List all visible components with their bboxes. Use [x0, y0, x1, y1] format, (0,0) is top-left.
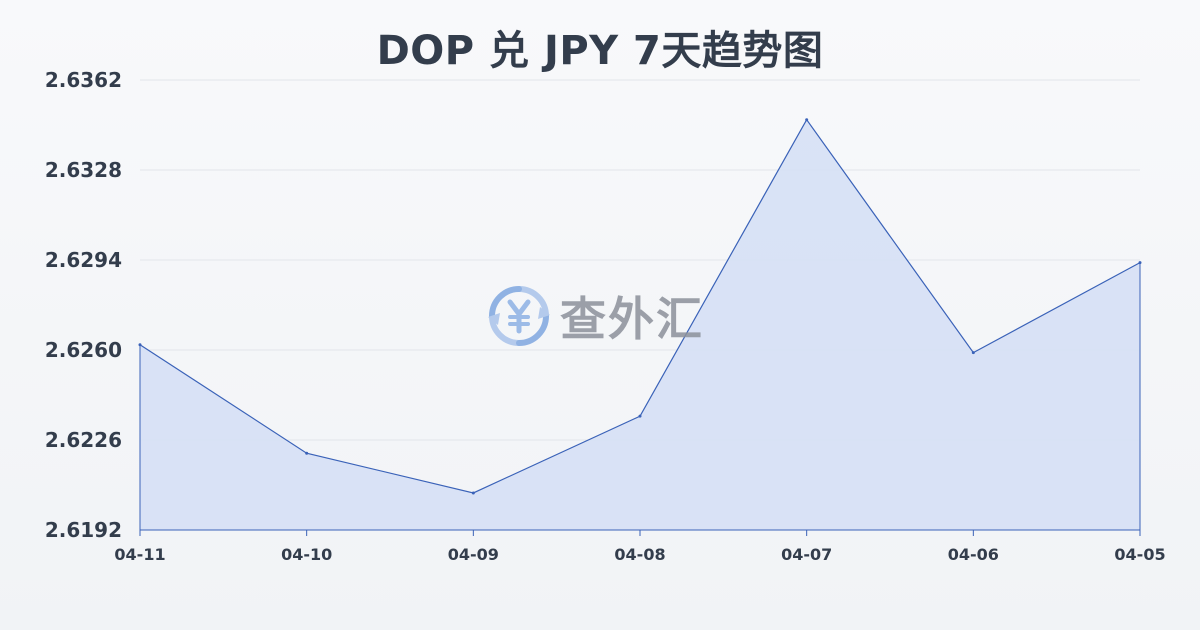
data-point	[805, 118, 809, 122]
data-point	[138, 343, 142, 347]
x-tick-label: 04-10	[281, 545, 332, 564]
data-point	[1138, 261, 1142, 265]
watermark: 查外汇	[488, 284, 704, 348]
x-axis-ticks: 04-11 04-10 04-09 04-08 04-07 04-06 04-05	[114, 529, 1166, 564]
y-tick-label: 2.6226	[45, 428, 122, 452]
data-point	[305, 451, 309, 455]
y-tick-label: 2.6328	[45, 158, 122, 182]
data-point	[471, 491, 475, 495]
x-tick-label: 04-05	[1114, 545, 1165, 564]
area-series	[138, 118, 1142, 531]
chart-title: DOP 兑 JPY 7天趋势图	[376, 28, 824, 74]
watermark-text: 查外汇	[560, 292, 704, 346]
y-tick-label: 2.6294	[45, 248, 122, 272]
x-tick-label: 04-11	[114, 545, 165, 564]
y-axis-ticks: 2.6362 2.6328 2.6294 2.6260 2.6226 2.6192	[45, 68, 122, 542]
x-tick-label: 04-07	[781, 545, 832, 564]
yen-exchange-icon	[488, 286, 550, 346]
x-tick-label: 04-09	[448, 545, 499, 564]
data-point	[971, 351, 975, 355]
x-tick-label: 04-08	[614, 545, 665, 564]
area-fill	[140, 119, 1140, 531]
y-tick-label: 2.6192	[45, 518, 122, 542]
y-tick-label: 2.6260	[45, 338, 122, 362]
x-tick-label: 04-06	[948, 545, 999, 564]
y-tick-label: 2.6362	[45, 68, 122, 92]
data-point	[638, 414, 642, 418]
